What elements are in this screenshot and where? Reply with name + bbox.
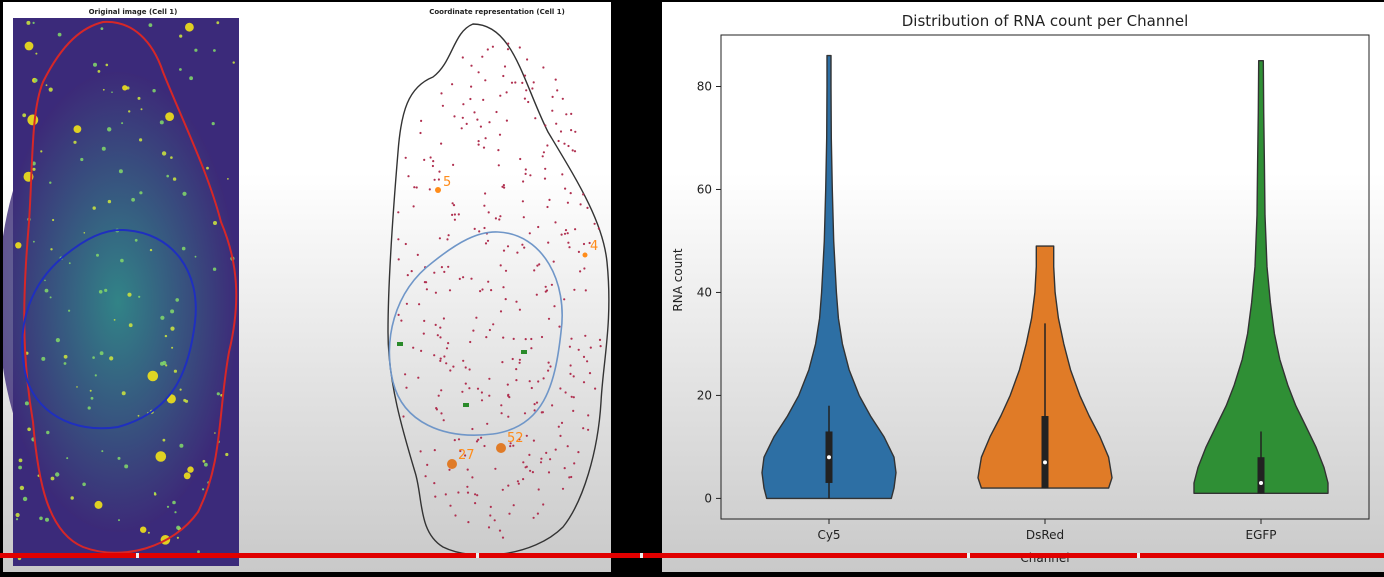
violin-iqr-box bbox=[1257, 457, 1265, 494]
y-tick-label: 20 bbox=[697, 388, 712, 402]
cell-visualization-svg: Original image (Cell 1) Coordinate repre… bbox=[3, 8, 610, 566]
x-axis: Cy5 DsRed EGFP bbox=[817, 519, 1277, 542]
chapter-marker bbox=[476, 553, 479, 558]
y-axis-label: RNA count bbox=[671, 248, 685, 311]
chapter-marker bbox=[640, 553, 643, 558]
green-markers bbox=[397, 342, 527, 407]
violin-iqr-box bbox=[1041, 416, 1049, 489]
cluster-label: 27 bbox=[458, 448, 475, 463]
violin-median-point bbox=[1259, 480, 1263, 485]
cell-visualization-panel: Original image (Cell 1) Coordinate repre… bbox=[3, 2, 611, 572]
violins bbox=[761, 54, 1329, 500]
original-microscopy-image bbox=[3, 18, 239, 566]
chapter-marker bbox=[136, 553, 139, 558]
y-tick-label: 80 bbox=[697, 79, 712, 93]
original-image-title: Original image (Cell 1) bbox=[89, 8, 178, 16]
chapter-marker bbox=[1137, 553, 1140, 558]
cluster-marker bbox=[447, 459, 457, 469]
chart-title: Distribution of RNA count per Channel bbox=[902, 12, 1189, 30]
violin-body-cy5 bbox=[761, 54, 897, 500]
cluster-marker bbox=[435, 187, 441, 193]
rna-spot-markers bbox=[397, 42, 602, 539]
coord-cell-outline bbox=[387, 23, 610, 556]
violin-chart: Distribution of RNA count per Channel RN… bbox=[671, 12, 1370, 565]
coordinate-representation-title: Coordinate representation (Cell 1) bbox=[429, 8, 565, 16]
y-tick-label: 0 bbox=[704, 491, 712, 505]
video-progress-bar[interactable] bbox=[0, 553, 1384, 558]
y-tick-label: 60 bbox=[697, 182, 712, 196]
x-tick-label: DsRed bbox=[1026, 528, 1064, 542]
violin-median-point bbox=[827, 455, 831, 460]
violin-median-point bbox=[1043, 460, 1047, 465]
x-tick-label: Cy5 bbox=[817, 528, 840, 542]
y-tick-label: 40 bbox=[697, 285, 712, 299]
cluster-marker bbox=[582, 252, 588, 258]
violin-body-egfp bbox=[1193, 60, 1329, 494]
chapter-marker bbox=[967, 553, 970, 558]
cluster-markers: 5 4 27 52 bbox=[435, 175, 598, 469]
nucleus-outline bbox=[21, 228, 197, 430]
violin-chart-panel: Distribution of RNA count per Channel RN… bbox=[662, 2, 1384, 572]
coordinate-representation: 5 4 27 52 bbox=[387, 23, 610, 556]
cluster-label: 52 bbox=[507, 431, 524, 446]
coord-nucleus-outline bbox=[388, 231, 563, 436]
cluster-marker bbox=[496, 443, 506, 453]
x-tick-label: EGFP bbox=[1245, 528, 1276, 542]
cell-outline bbox=[23, 20, 238, 554]
cluster-label: 5 bbox=[443, 175, 451, 190]
cluster-label: 4 bbox=[590, 239, 598, 254]
y-axis: 0 20 40 60 80 bbox=[697, 79, 721, 505]
